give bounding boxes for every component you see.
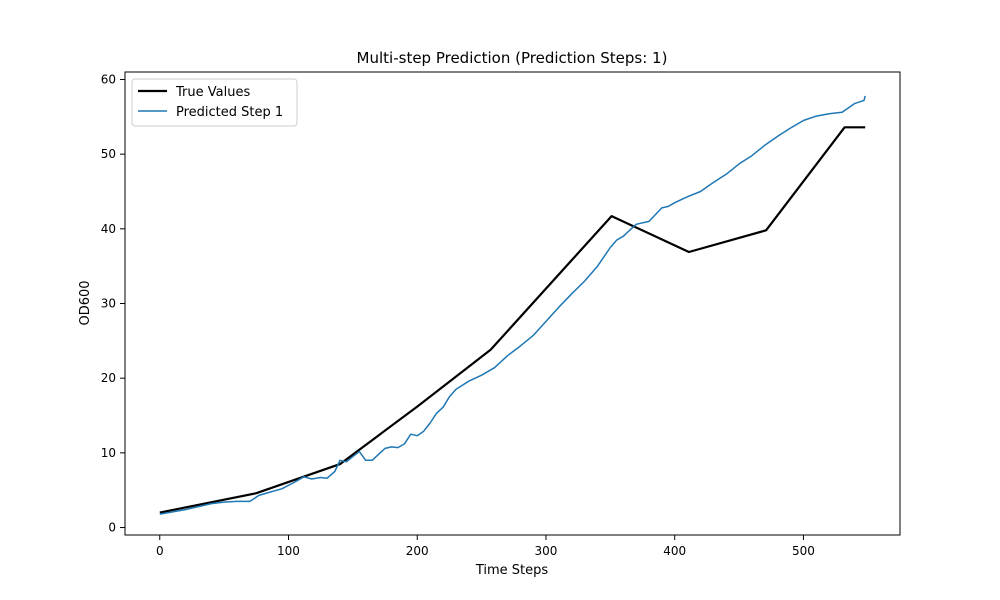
y-tick-label: 20 bbox=[101, 371, 116, 385]
x-tick-label: 300 bbox=[535, 544, 558, 558]
series-line-true-values bbox=[159, 126, 866, 514]
y-axis: 0 10 20 30 40 50 60 bbox=[101, 72, 125, 535]
y-axis-label: OD600 bbox=[78, 280, 93, 325]
chart-title: Multi-step Prediction (Prediction Steps:… bbox=[357, 49, 668, 67]
y-tick-label: 0 bbox=[108, 521, 116, 535]
x-tick-label: 500 bbox=[792, 544, 815, 558]
plot-background bbox=[125, 72, 900, 535]
x-tick-label: 400 bbox=[663, 544, 686, 558]
legend-box bbox=[131, 78, 298, 127]
legend: True Values Predicted Step 1 bbox=[131, 78, 298, 127]
series-line-predicted-step-1 bbox=[159, 95, 866, 515]
y-tick-label: 30 bbox=[101, 297, 116, 311]
y-tick-label: 10 bbox=[101, 446, 116, 460]
y-tick-label: 40 bbox=[101, 222, 116, 236]
y-tick-label: 50 bbox=[101, 147, 116, 161]
legend-label-predicted-step-1: Predicted Step 1 bbox=[176, 105, 283, 120]
x-axis-label: Time Steps bbox=[475, 563, 549, 578]
series-layer bbox=[159, 95, 866, 515]
x-tick-label: 100 bbox=[277, 544, 300, 558]
x-tick-label: 0 bbox=[156, 544, 164, 558]
x-axis: 0 100 200 300 400 500 bbox=[156, 535, 815, 558]
y-tick-label: 60 bbox=[101, 72, 116, 86]
x-tick-label: 200 bbox=[406, 544, 429, 558]
legend-label-true-values: True Values bbox=[175, 85, 250, 100]
